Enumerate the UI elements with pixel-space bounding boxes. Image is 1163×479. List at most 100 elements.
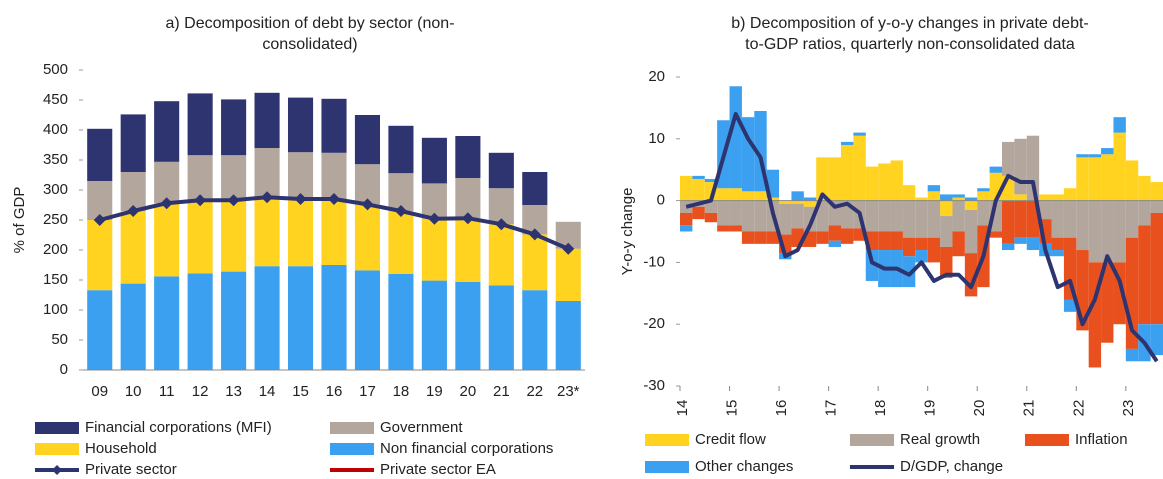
bar <box>1076 200 1089 251</box>
bar <box>1113 132 1126 201</box>
legend-swatch <box>1025 434 1069 446</box>
bar <box>1051 194 1064 201</box>
bar <box>488 285 514 370</box>
bar <box>187 200 213 274</box>
bar <box>940 200 953 217</box>
bar <box>1125 200 1139 238</box>
x-tick-label: 21 <box>493 383 510 400</box>
x-tick-label: 15 <box>292 383 309 400</box>
bar <box>729 200 742 226</box>
legend-label: Government <box>380 419 463 436</box>
bar <box>1150 182 1163 201</box>
bar <box>940 246 953 278</box>
x-tick-label: 16 <box>773 400 790 417</box>
bar <box>952 231 965 257</box>
bar <box>741 200 755 232</box>
x-tick-label: 10 <box>125 383 142 400</box>
bar <box>1088 157 1102 201</box>
legend-marker <box>52 465 62 475</box>
bar <box>915 250 928 263</box>
bar <box>754 191 767 201</box>
bar <box>791 200 804 204</box>
bar <box>865 200 879 232</box>
legend-swatch <box>330 422 374 434</box>
legend-label: Financial corporations (MFI) <box>85 419 272 436</box>
bar <box>1051 237 1064 251</box>
bar <box>421 218 447 281</box>
bar <box>717 188 730 201</box>
marker <box>428 212 441 225</box>
bar <box>187 273 213 370</box>
y-tick-label: -20 <box>643 315 665 332</box>
x-tick-label: 22 <box>1070 400 1087 417</box>
bar <box>488 224 514 286</box>
bar <box>940 216 953 247</box>
bar <box>87 181 113 220</box>
marker <box>194 194 207 207</box>
x-tick-label: 21 <box>1021 400 1038 417</box>
bar <box>1026 135 1040 201</box>
bar <box>221 155 247 201</box>
bar <box>791 191 804 201</box>
bar <box>680 212 693 226</box>
bar <box>717 200 730 226</box>
bar <box>915 197 928 201</box>
bar <box>1101 154 1114 201</box>
y-tick-label: 0 <box>657 192 665 209</box>
bar <box>989 166 1002 173</box>
y-tick-label: -10 <box>643 253 665 270</box>
bar <box>927 200 941 238</box>
bar <box>321 98 347 153</box>
bar <box>1026 237 1040 251</box>
legend-label: Non financial corporations <box>380 440 553 457</box>
bar <box>902 256 916 288</box>
marker <box>261 191 274 204</box>
chart-title: a) Decomposition of debt by sector (non- <box>165 15 454 32</box>
x-tick-label: 11 <box>159 383 175 400</box>
bar <box>287 199 314 267</box>
bar <box>803 200 817 207</box>
y-tick-label: 10 <box>648 130 665 147</box>
y-axis-label: % of GDP <box>11 187 28 254</box>
bar <box>1002 200 1015 244</box>
bar <box>841 228 854 244</box>
bar <box>841 141 854 145</box>
bar <box>915 200 928 238</box>
bar <box>1113 200 1126 263</box>
bar <box>803 197 817 201</box>
y-tick-label: 50 <box>51 331 68 348</box>
legend-swatch <box>850 434 894 446</box>
bar <box>902 185 916 201</box>
bar <box>388 125 414 174</box>
bar <box>828 225 841 241</box>
bar <box>388 274 414 370</box>
marker <box>294 193 307 205</box>
x-tick-label: 15 <box>724 400 741 417</box>
legend-label: Other changes <box>695 458 793 475</box>
bar <box>940 194 953 201</box>
bar <box>1125 348 1139 362</box>
bar <box>915 237 928 251</box>
y-tick-label: 100 <box>43 301 68 318</box>
bar <box>890 160 903 201</box>
legend-label: Inflation <box>1075 431 1128 448</box>
bar <box>354 115 381 165</box>
bar <box>989 231 1002 238</box>
x-tick-label: 19 <box>426 383 443 400</box>
bar <box>1002 243 1015 251</box>
bar <box>952 200 965 232</box>
bar <box>421 137 447 184</box>
bar <box>1063 200 1077 238</box>
bar <box>791 203 804 229</box>
bar <box>816 231 829 244</box>
bar <box>321 265 347 370</box>
bar <box>287 97 314 153</box>
bar <box>120 211 146 284</box>
bar <box>120 172 146 211</box>
bar <box>841 144 854 201</box>
bar <box>1076 157 1089 201</box>
bar <box>977 200 990 226</box>
y-tick-label: 20 <box>648 68 665 85</box>
bar <box>704 200 718 213</box>
x-tick-label: 23* <box>557 383 580 400</box>
